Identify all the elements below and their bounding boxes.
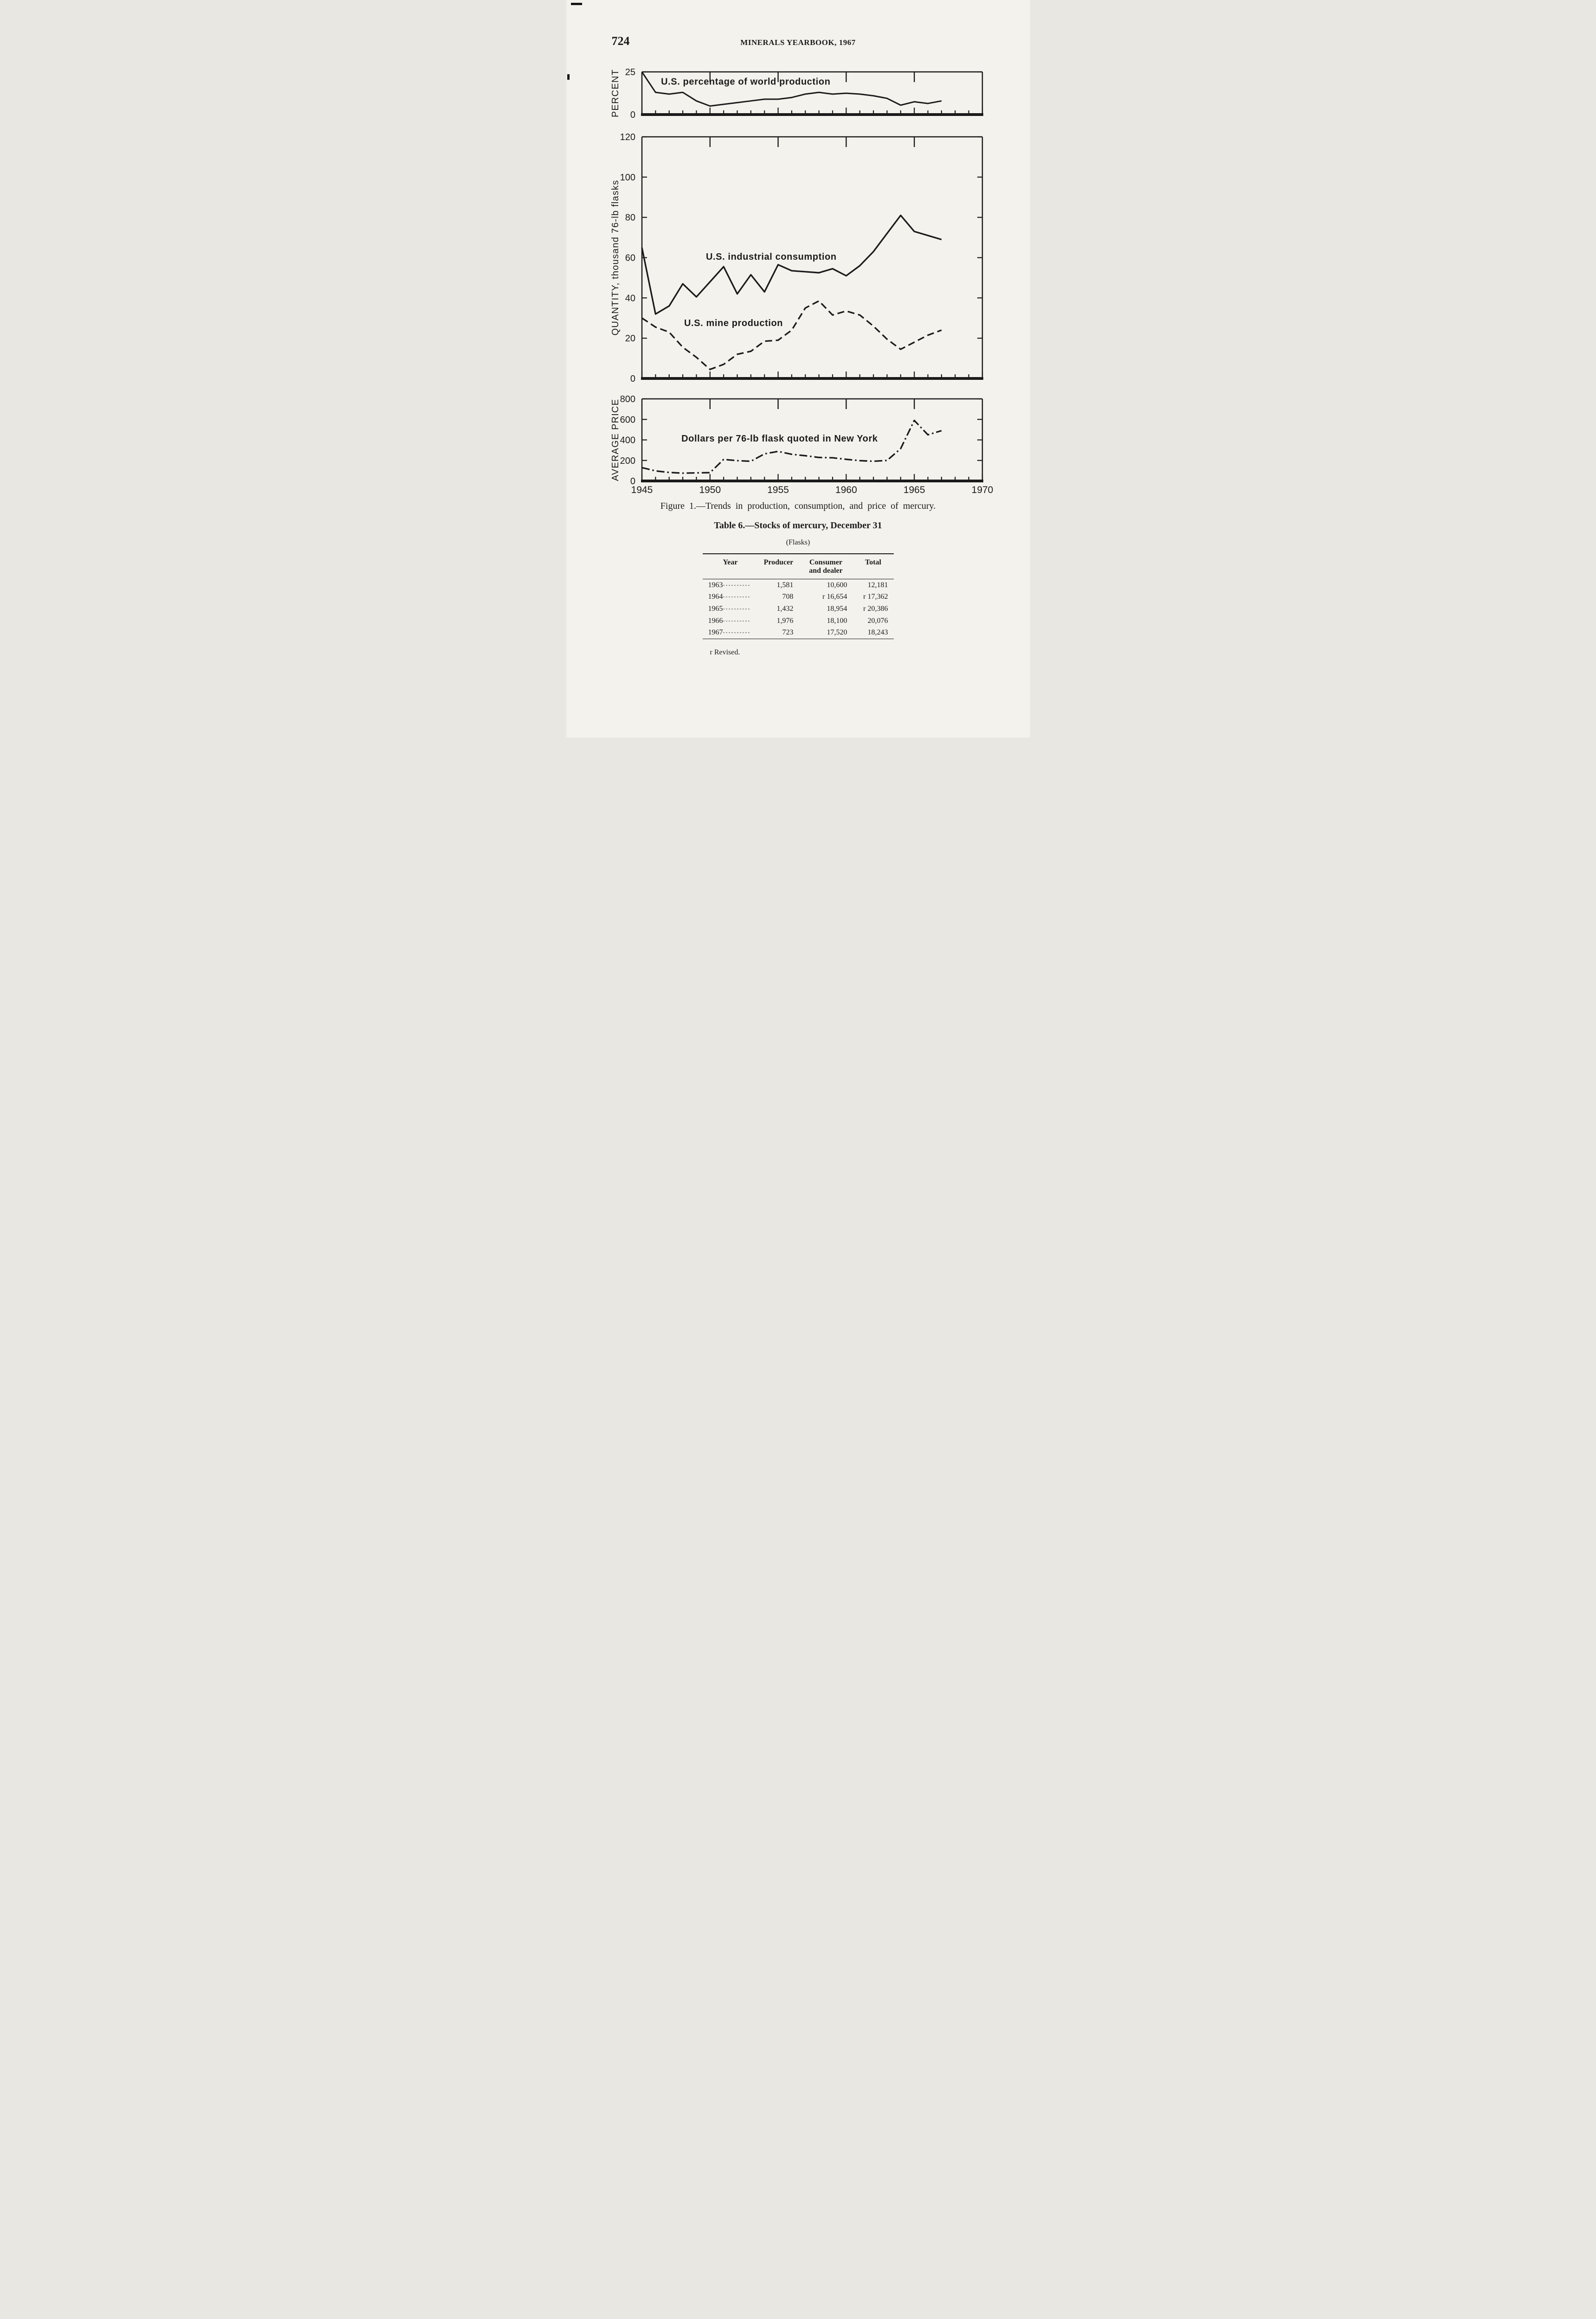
page-number: 724 [611, 34, 630, 48]
y-tick-label: 25 [625, 67, 635, 77]
year-value: 1966 [708, 616, 723, 625]
x-tick-label: 1960 [835, 485, 857, 495]
series-annotation: U.S. industrial consumption [705, 252, 836, 262]
producer-value: 1,432 [776, 604, 794, 613]
series-dollars-per-76-lb-flask-quoted-in-new-york [641, 419, 942, 474]
y-tick-label: 400 [620, 436, 635, 446]
series-u-s-percentage-of-world-production [641, 71, 942, 107]
table-row: 1963---------- 1,581 10,600 12,181 [703, 579, 894, 591]
figure-caption: Figure 1.—Trends in production, consumpt… [660, 501, 936, 511]
series-u-s-industrial-consumption [641, 214, 942, 315]
y-tick-label: 60 [625, 253, 635, 263]
dot-leader: ---------- [723, 605, 751, 612]
total-value: r 17,362 [863, 593, 888, 601]
table-row: 1965---------- 1,432 18,954 r 20,386 [703, 603, 894, 615]
year-value: 1965 [708, 604, 723, 613]
year-value: 1967 [708, 628, 723, 637]
x-tick-label: 1945 [631, 485, 653, 495]
y-tick-label: 40 [625, 293, 635, 303]
consumer-value: 18,100 [827, 616, 847, 625]
total-value: 12,181 [867, 581, 888, 589]
consumer-value: r 16,654 [822, 593, 847, 601]
x-tick-label: 1970 [971, 485, 993, 495]
y-tick-label: 120 [620, 132, 635, 142]
series-u-s-mine-production [641, 300, 942, 371]
y-tick-label: 20 [625, 333, 635, 344]
series-annotation: Dollars per 76-lb flask quoted in New Yo… [681, 434, 878, 444]
table-row: 1966---------- 1,976 18,100 20,076 [703, 615, 894, 627]
year-value: 1964 [708, 593, 723, 601]
series-annotation: U.S. mine production [684, 318, 783, 328]
total-value: r 20,386 [863, 604, 888, 613]
running-head: MINERALS YEARBOOK, 1967 [740, 38, 856, 47]
y-tick-label: 0 [630, 374, 635, 384]
scan-artifact [567, 74, 570, 80]
y-tick-label: 600 [620, 415, 635, 425]
y-tick-label: 80 [625, 213, 635, 223]
col-year: Year [723, 558, 738, 566]
consumer-value: 17,520 [827, 628, 847, 637]
table-title: Table 6.—Stocks of mercury, December 31 [714, 520, 882, 531]
dot-leader: ---------- [723, 617, 751, 624]
y-tick-label: 0 [630, 110, 635, 120]
x-tick-label: 1955 [767, 485, 789, 495]
producer-value: 1,581 [776, 581, 794, 589]
y-axis-label: QUANTITY, thousand 76-lb flasks [610, 180, 621, 336]
x-tick-label: 1950 [699, 485, 721, 495]
col-consumer-and-dealer: Consumer and dealer [809, 558, 843, 575]
table-row: 1964---------- 708 r 16,654 r 17,362 [703, 591, 894, 603]
producer-value: 723 [782, 628, 794, 637]
table-header-row: Year Producer Consumer and dealer Total [702, 554, 894, 579]
producer-value: 708 [782, 593, 794, 601]
scanned-yearbook-page: 724 MINERALS YEARBOOK, 1967 0 25 PERCENT U.… [566, 0, 1030, 737]
dot-leader: ---------- [723, 629, 751, 636]
table-row: 1967---------- 723 17,520 18,243 [703, 627, 894, 639]
y-tick-label: 0 [630, 476, 635, 487]
scan-artifact [570, 3, 582, 5]
col-producer: Producer [763, 558, 794, 566]
dot-leader: ---------- [723, 581, 751, 588]
table-footnote: r Revised. [710, 648, 740, 656]
year-value: 1963 [708, 581, 723, 589]
table-subtitle: (Flasks) [786, 538, 810, 546]
x-tick-label: 1965 [903, 485, 925, 495]
table-6: Table 6.—Stocks of mercury, December 31 … [566, 520, 1030, 657]
total-value: 20,076 [867, 616, 888, 625]
dot-leader: ---------- [723, 593, 751, 600]
y-tick-label: 200 [620, 456, 635, 466]
producer-value: 1,976 [776, 616, 794, 625]
consumer-value: 18,954 [827, 604, 847, 613]
y-axis-label: PERCENT [610, 69, 621, 117]
series-annotation: U.S. percentage of world production [661, 77, 830, 87]
y-axis-label: AVERAGE PRICE [610, 399, 621, 481]
stocks-table: Year Producer Consumer and dealer Total … [702, 553, 894, 639]
total-value: 18,243 [867, 628, 888, 637]
y-tick-label: 800 [620, 394, 635, 404]
col-total: Total [865, 558, 881, 566]
y-tick-label: 100 [620, 173, 635, 183]
figure-1-chart: 0 25 PERCENT U.S. percentage of world produ… [610, 67, 993, 495]
consumer-value: 10,600 [827, 581, 847, 589]
